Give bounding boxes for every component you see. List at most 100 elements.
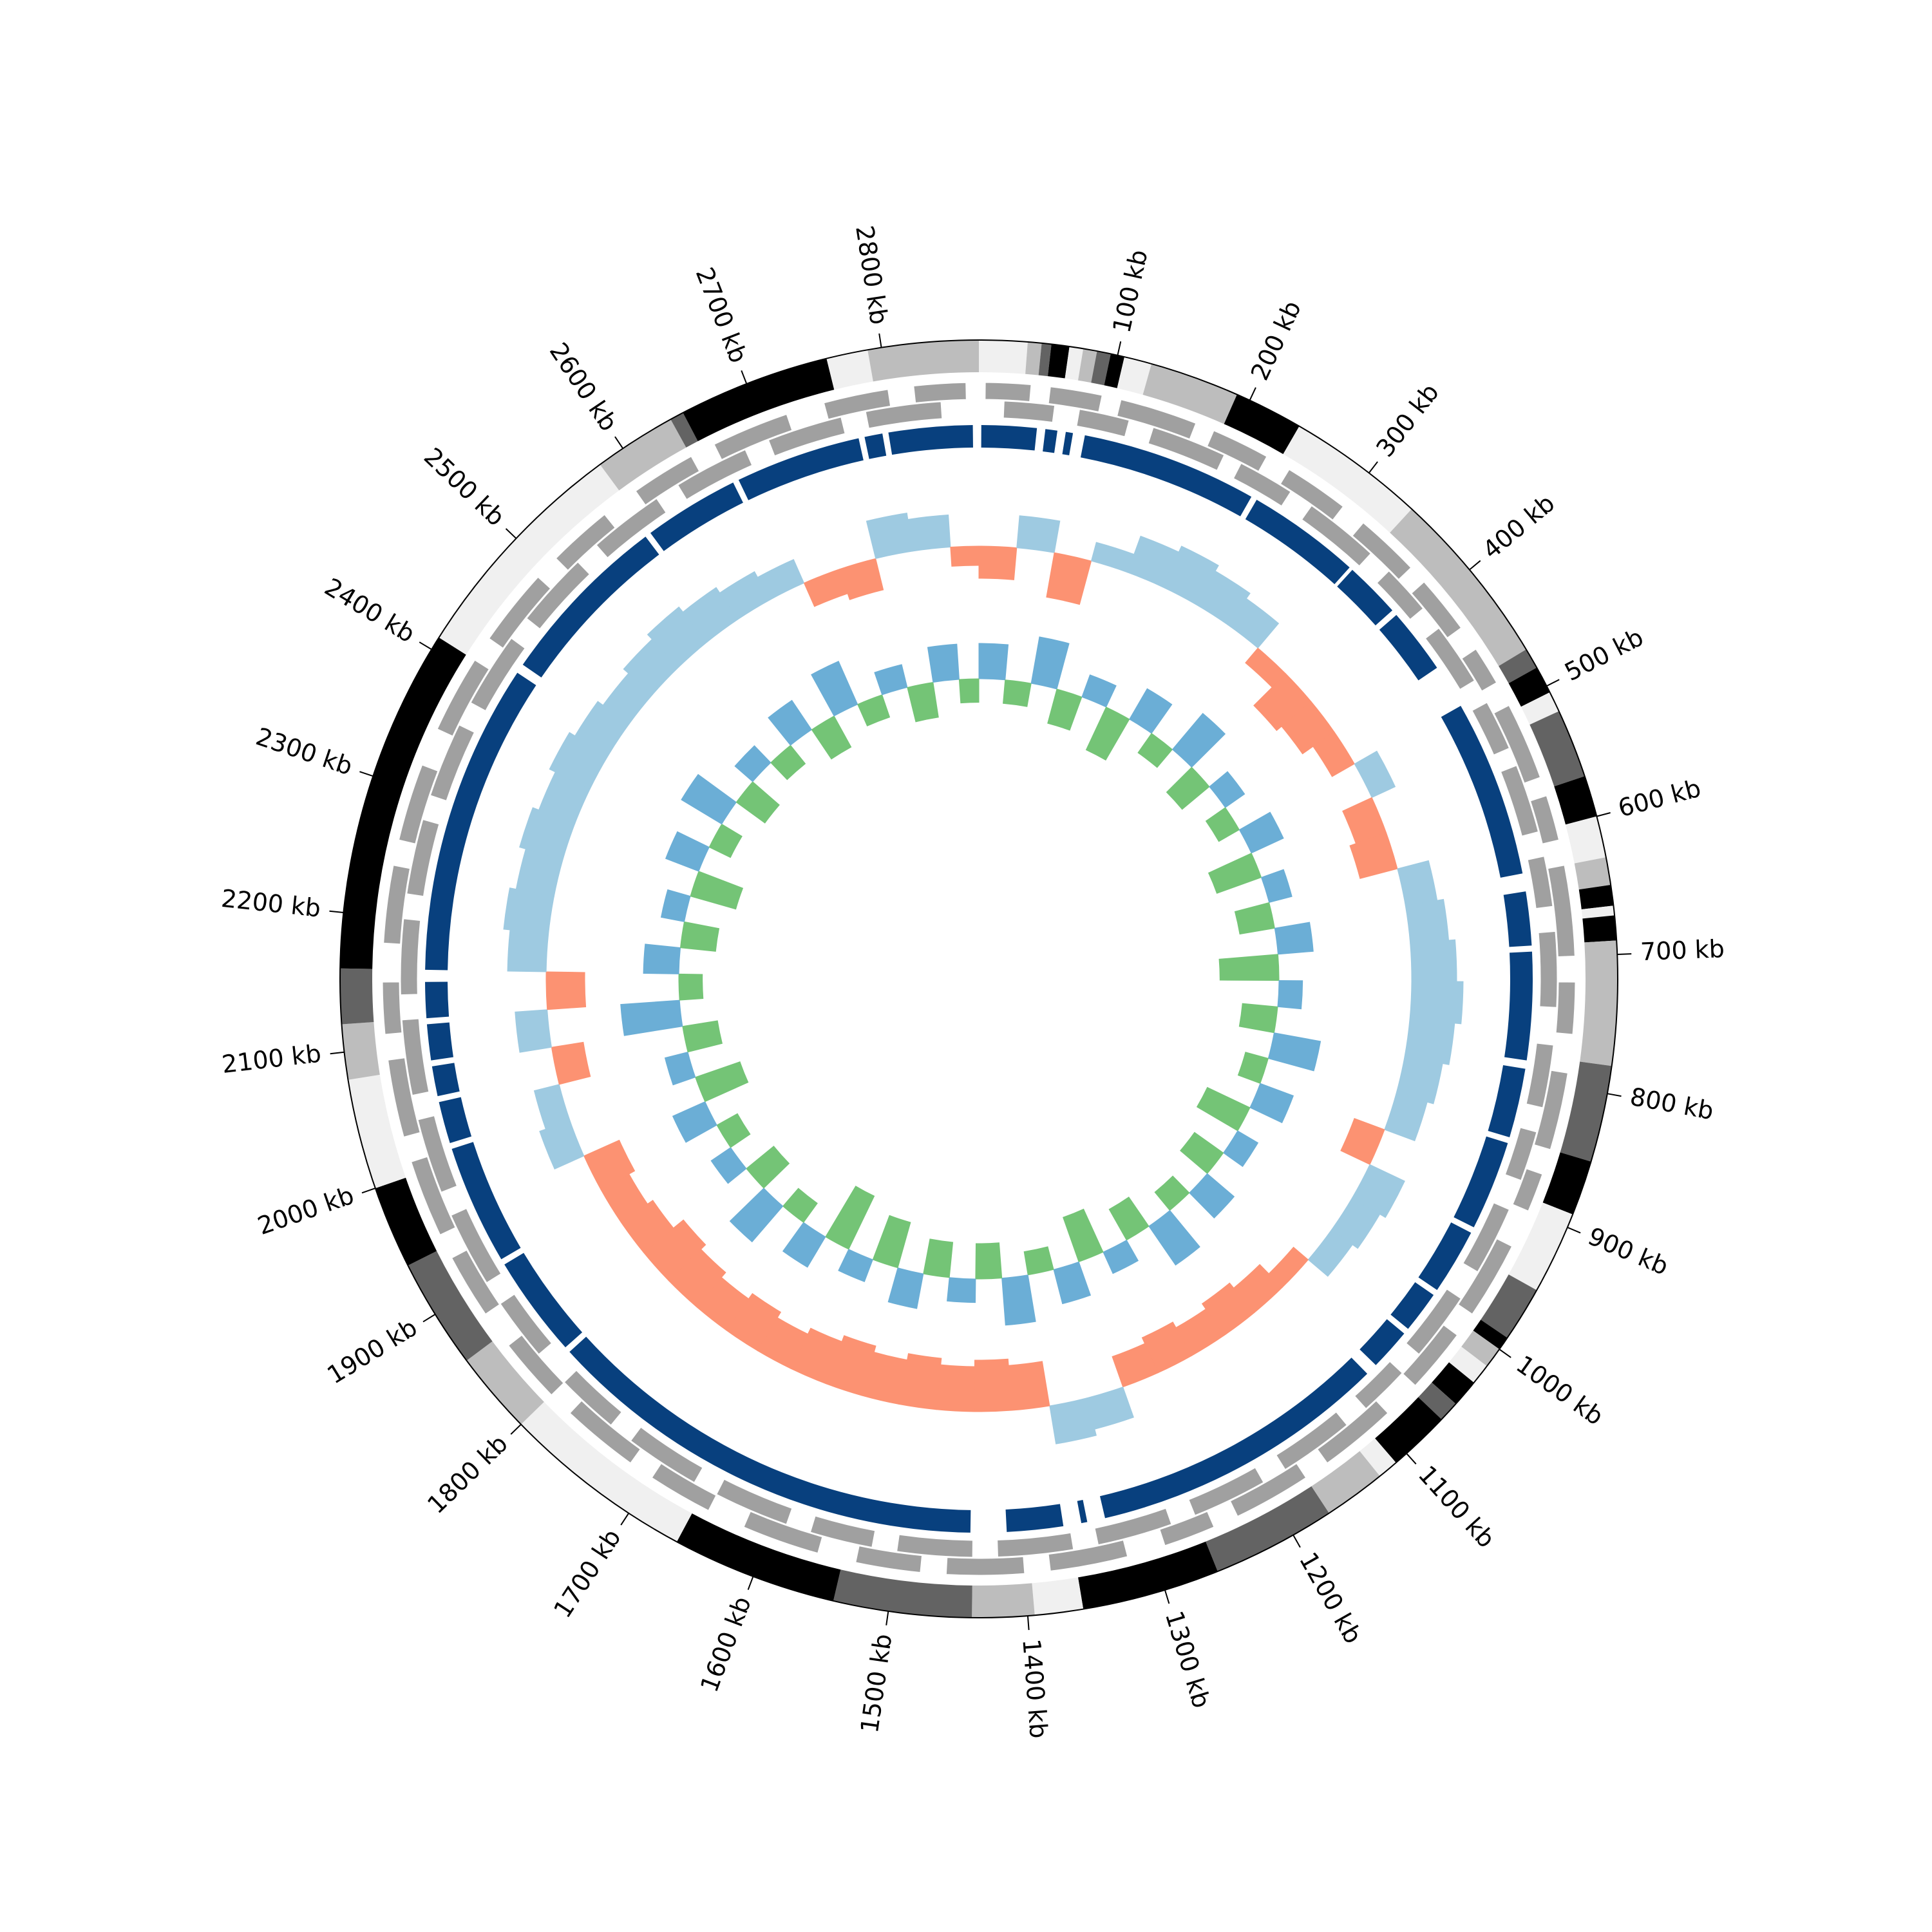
gene [470, 638, 526, 712]
gene [810, 1515, 876, 1548]
tick-mark [620, 1513, 630, 1526]
gc-content-bar [1063, 1208, 1104, 1263]
gc-skew-bar [1086, 1387, 1134, 1430]
tick-label: 1100 kb [1413, 1460, 1501, 1553]
gene [417, 1115, 458, 1193]
tick-label: 2500 kb [419, 442, 511, 532]
tick-mark [1249, 387, 1256, 401]
band [683, 358, 835, 442]
gc-content-bar [958, 678, 980, 704]
tick-label: 500 kb [1560, 623, 1647, 687]
band [1542, 1152, 1591, 1215]
gc-content-bar [695, 1061, 749, 1103]
band [1580, 940, 1618, 1066]
gc-skew-bar [1384, 1093, 1428, 1142]
gc-skew-bar [583, 1139, 636, 1191]
gene [437, 659, 489, 737]
gene [1461, 649, 1497, 692]
band [1473, 1320, 1508, 1350]
tick-mark [1596, 812, 1611, 817]
band [1390, 509, 1526, 667]
gc-content-bar [1267, 1032, 1321, 1072]
gene [945, 1556, 1025, 1576]
gene [1301, 505, 1372, 567]
tick-mark [1368, 461, 1378, 473]
gene [1376, 571, 1424, 620]
gc-content-bar [1148, 1209, 1200, 1266]
block [738, 438, 864, 500]
gc-content-bar [1030, 636, 1070, 690]
band [1461, 1331, 1500, 1367]
tick-mark [1027, 1616, 1030, 1631]
gc-skew-bar [643, 1219, 706, 1282]
band [1206, 1486, 1329, 1572]
tick-mark [614, 436, 624, 449]
band [1077, 1541, 1218, 1609]
gc-content-bar [1209, 771, 1245, 808]
band [676, 1513, 841, 1601]
band [1065, 346, 1084, 381]
tick-mark [1469, 560, 1481, 571]
tick-label: 2600 kb [544, 337, 623, 436]
gc-content-bar [1053, 1261, 1092, 1305]
gene [1276, 1412, 1348, 1470]
tick-label: 1000 kb [1511, 1350, 1609, 1431]
gc-content-bar [907, 681, 939, 723]
gc-content-bar [729, 1188, 784, 1243]
band [600, 419, 687, 491]
gene [406, 819, 440, 897]
band [1520, 692, 1559, 725]
band [972, 1583, 1035, 1618]
gc-skew-bar [1046, 552, 1092, 605]
gene [1547, 865, 1575, 958]
band [1574, 857, 1611, 890]
gc-content-bar [665, 831, 710, 872]
gc-skew-bar [866, 513, 913, 559]
tick-label: 2200 kb [220, 884, 322, 923]
gc-content-bar [1222, 1130, 1259, 1168]
band [375, 1177, 437, 1266]
gene [1411, 582, 1462, 638]
gene [1530, 795, 1560, 844]
band [979, 340, 1028, 374]
gene [383, 865, 411, 945]
tick-mark [1164, 1589, 1170, 1604]
gc-content-bar [782, 1188, 818, 1223]
block [1390, 1282, 1434, 1329]
gc-skew-bar [533, 1084, 571, 1130]
gene [1048, 1540, 1128, 1571]
band-outline [339, 339, 1618, 1618]
band [1025, 341, 1042, 375]
tick-label: 700 kb [1640, 934, 1725, 966]
tick-label: 1400 kb [1017, 1638, 1053, 1739]
gc-content-bar [811, 715, 852, 760]
gene [716, 1479, 793, 1525]
gene [1533, 1070, 1568, 1150]
block [1454, 1136, 1508, 1227]
tick-label: 1200 kb [1294, 1548, 1368, 1649]
gc-content-bar [716, 1113, 751, 1148]
gc-content-bar [927, 643, 960, 683]
gene [1527, 856, 1553, 909]
block [1418, 1222, 1472, 1291]
tick-mark [747, 1576, 754, 1590]
tick-mark [1499, 1349, 1511, 1358]
gene [1472, 702, 1510, 755]
gene [400, 918, 421, 996]
gene [1405, 1289, 1462, 1355]
gc-skew-bar [950, 545, 980, 567]
gc-content-bar [978, 643, 1009, 681]
block [431, 1063, 460, 1097]
gene [1425, 627, 1475, 690]
gc-content-bar [664, 1052, 696, 1086]
gc-skew-bar [1409, 981, 1464, 1025]
gc-skew-bar [825, 1335, 876, 1396]
gene [1352, 522, 1412, 580]
band [1560, 1061, 1612, 1162]
tick-label: 900 kb [1584, 1222, 1672, 1280]
tick-label: 300 kb [1370, 378, 1444, 462]
block [425, 672, 536, 971]
gc-content-bar [1189, 1173, 1235, 1219]
band [1554, 776, 1597, 825]
gc-skew-bar [1008, 1361, 1050, 1411]
